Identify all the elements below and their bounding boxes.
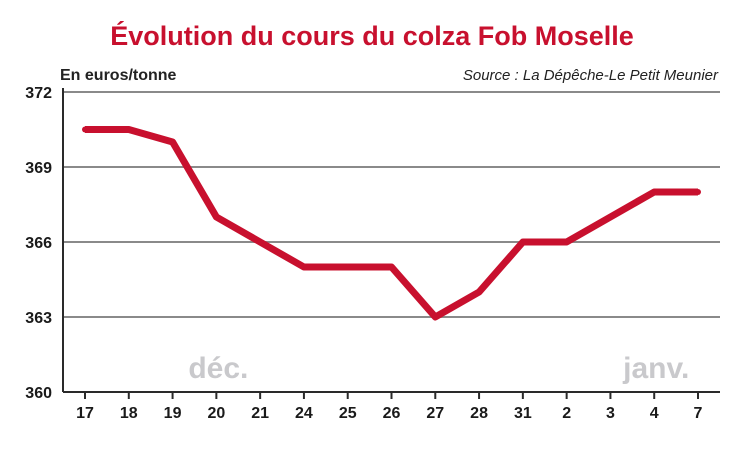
data-point: [213, 214, 220, 220]
data-point: [695, 189, 701, 195]
y-tick-label: 372: [25, 85, 52, 102]
x-axis-tick-labels: 17 18 19 20 21 24 25 26 27 28 31 2 3 4 7: [76, 405, 702, 422]
x-tick-label: 25: [339, 405, 357, 422]
data-point: [125, 126, 132, 133]
x-tick-label: 7: [694, 405, 703, 422]
data-point: [82, 126, 88, 133]
x-tick-label: 24: [295, 405, 313, 422]
x-tick-label: 2: [562, 405, 571, 422]
x-tick-label: 27: [426, 405, 444, 422]
x-tick-label: 17: [76, 405, 94, 422]
data-point: [607, 214, 614, 220]
y-tick-label: 366: [25, 235, 52, 252]
y-axis-unit-label: En euros/tonne: [60, 67, 177, 84]
axes: [62, 88, 720, 399]
data-point: [388, 264, 395, 270]
x-tick-label: 3: [606, 405, 615, 422]
y-tick-label: 369: [25, 160, 52, 177]
data-point: [432, 314, 439, 320]
x-tick-label: 4: [650, 405, 659, 422]
grid-lines: [63, 91, 720, 318]
month-label-january: janv.: [622, 352, 689, 385]
x-tick-label: 28: [470, 405, 488, 422]
data-point: [300, 264, 307, 270]
x-tick-label: 26: [383, 405, 401, 422]
data-point: [519, 239, 526, 245]
x-tick-label: 21: [251, 405, 269, 422]
y-axis-tick-labels: 360 363 366 369 372: [25, 85, 52, 402]
y-tick-label: 360: [25, 385, 52, 402]
y-tick-label: 363: [25, 310, 52, 327]
month-labels: déc. janv.: [188, 352, 689, 385]
x-tick-label: 20: [207, 405, 225, 422]
x-tick-label: 18: [120, 405, 138, 422]
series-layer: [82, 126, 701, 321]
data-point: [563, 239, 570, 245]
data-point: [257, 239, 264, 245]
x-tick-label: 31: [514, 405, 532, 422]
month-label-december: déc.: [188, 352, 248, 385]
source-note: Source : La Dépêche-Le Petit Meunier: [463, 67, 719, 84]
chart-title: Évolution du cours du colza Fob Moselle: [110, 20, 634, 51]
data-point: [476, 289, 483, 295]
x-tick-label: 19: [164, 405, 182, 422]
data-point: [169, 139, 176, 145]
data-point: [651, 189, 658, 195]
series-line: [85, 126, 698, 321]
data-point: [344, 264, 351, 270]
